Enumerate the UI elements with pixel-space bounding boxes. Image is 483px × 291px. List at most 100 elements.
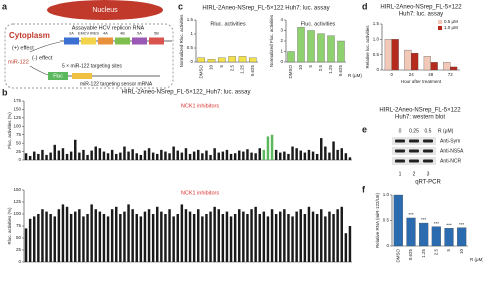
y-tick-label: 4 — [280, 17, 283, 22]
bar — [90, 150, 93, 160]
y-tick-label: 100 — [13, 211, 21, 216]
y-tick-label: 0 — [18, 157, 21, 162]
bar — [90, 204, 93, 262]
bar — [172, 146, 175, 160]
bar — [205, 214, 208, 262]
bar — [297, 27, 305, 63]
bar — [65, 153, 69, 160]
bar — [168, 209, 171, 262]
bar — [139, 154, 143, 160]
fluc-label: Fluc — [53, 73, 63, 79]
bar — [94, 209, 97, 262]
bar — [295, 211, 298, 262]
bar — [57, 150, 61, 160]
annotation: Rluc. activities — [210, 21, 245, 27]
bar — [147, 148, 151, 160]
bar — [225, 211, 229, 262]
x-tick-label: 72 — [448, 72, 454, 77]
bar — [86, 154, 89, 160]
bar — [188, 153, 192, 160]
replicon-label: Assayable HCV replicon RNA — [72, 25, 145, 31]
segment — [64, 37, 79, 45]
significance: *** — [434, 221, 440, 226]
bar — [315, 214, 319, 262]
bar — [115, 206, 118, 262]
bar — [266, 216, 270, 262]
bar — [207, 59, 216, 63]
bar — [327, 35, 335, 63]
bar — [127, 204, 130, 262]
chart-title: HIRL-2Aneo-NSrep_FL-5×122 Huh7: luc. ass… — [202, 6, 329, 12]
bar — [262, 211, 266, 262]
y-tick-label: 1 — [190, 31, 193, 36]
bar — [53, 144, 56, 160]
bar — [283, 151, 286, 160]
bar — [164, 214, 167, 262]
band — [423, 149, 433, 153]
x-tick-label: 5 — [219, 65, 224, 68]
bar — [238, 209, 241, 262]
chart-title: qRT-PCR — [415, 180, 441, 186]
bar — [37, 153, 40, 160]
bar — [279, 211, 282, 262]
segment-label: EMCV IRES — [78, 32, 99, 36]
panel-label: e — [362, 124, 367, 134]
x-tick-label: 1.25 — [240, 65, 245, 74]
arrow — [29, 65, 49, 76]
bar — [317, 33, 325, 63]
x-tick-label: DMSO — [198, 65, 203, 79]
x-axis-label: R (μM) — [470, 257, 483, 262]
y-tick-label: 175 — [13, 98, 21, 103]
bar — [404, 49, 412, 71]
x-tick-label: DMSO — [396, 249, 401, 263]
bar — [423, 56, 431, 71]
bar — [151, 214, 155, 262]
y-tick-label: 0 — [376, 67, 379, 72]
bar — [246, 149, 249, 160]
bar — [430, 62, 438, 71]
bar — [86, 214, 89, 262]
bar — [391, 39, 399, 71]
bar — [139, 216, 143, 262]
bar — [221, 214, 225, 262]
row-label: Anti-Sym — [440, 138, 460, 144]
bar — [188, 211, 192, 262]
bar — [266, 136, 270, 160]
y-tick-label: 75 — [16, 223, 22, 228]
y-tick-label: 75 — [16, 132, 22, 137]
bar — [61, 148, 65, 160]
x-axis-label: R (μM) — [348, 73, 362, 78]
annotation: Fluc. activities — [301, 21, 336, 27]
significance: *** — [446, 222, 452, 227]
bar — [45, 211, 48, 262]
bar — [33, 216, 36, 262]
chart-title: Huh7: luc. assay — [399, 12, 443, 18]
bar — [127, 151, 130, 160]
x-axis-label: Hour after treatment — [401, 79, 442, 84]
bar — [110, 149, 114, 160]
x-tick-label: 0.625 — [408, 249, 413, 261]
bar — [450, 66, 458, 71]
bar — [180, 204, 184, 262]
bar — [270, 134, 274, 160]
legend-label: 1.0 μM — [444, 25, 458, 30]
band — [395, 149, 405, 153]
bar — [324, 216, 327, 262]
bar — [209, 211, 212, 262]
segment — [98, 37, 113, 45]
bar — [337, 40, 345, 63]
legend-swatch — [438, 20, 442, 24]
y-axis-label: Relative luc. activities — [365, 25, 370, 69]
y-tick-label: 0.5 — [383, 218, 390, 223]
bar — [287, 51, 295, 63]
lane-number: 1 — [399, 171, 402, 177]
bar — [242, 211, 245, 262]
bar — [291, 216, 294, 262]
segment — [132, 37, 147, 45]
bar — [217, 152, 220, 160]
panel-label: d — [362, 1, 368, 11]
bar — [249, 57, 257, 63]
bar — [444, 227, 454, 247]
bar — [160, 211, 163, 262]
bar — [184, 209, 188, 262]
